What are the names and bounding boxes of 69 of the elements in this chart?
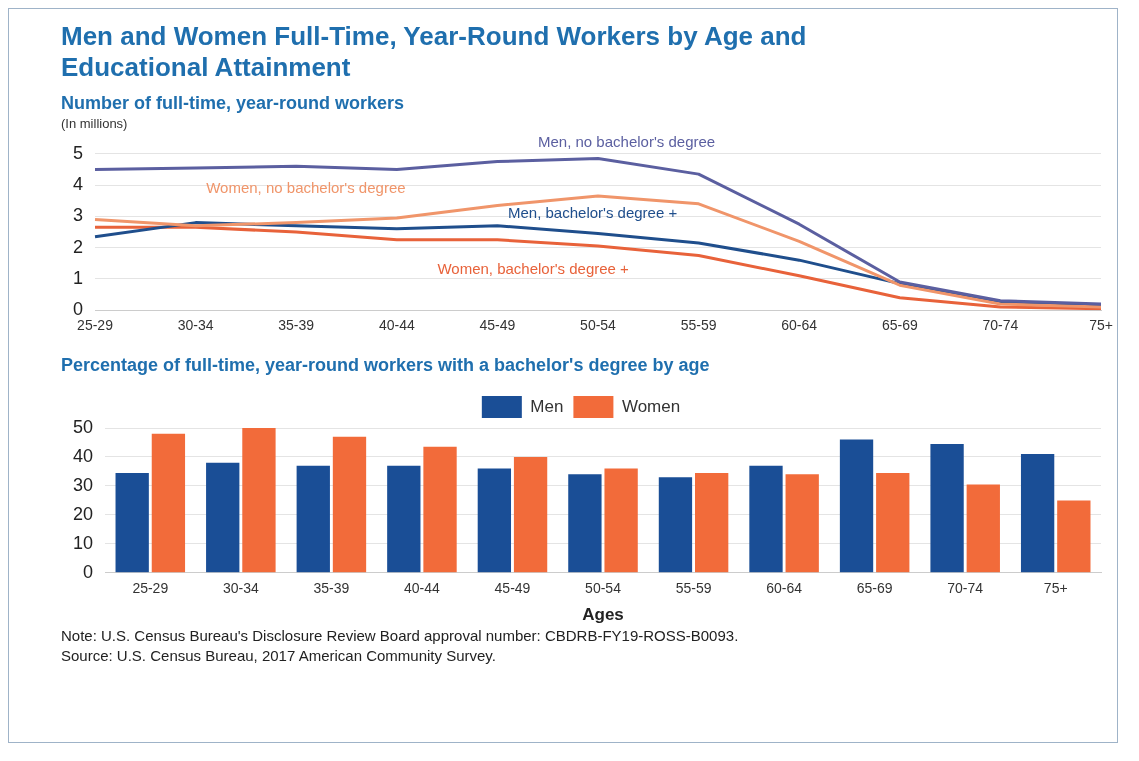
x-tick-label: 50-54 (580, 317, 617, 334)
legend-label: Men (530, 396, 564, 416)
y-tick-label: 50 (72, 416, 94, 437)
x-tick-label: 50-54 (585, 580, 622, 597)
series-label: Women, bachelor's degree + (437, 259, 630, 277)
bar (966, 484, 1000, 573)
bar (1057, 500, 1091, 573)
x-tick-label: 35-39 (313, 580, 350, 597)
x-tick-label: 35-39 (278, 317, 315, 334)
bar (296, 465, 330, 573)
chart-title: Percentage of full-time, year-round workers with a bachelor's degree by age (61, 355, 711, 376)
y-tick-label: 5 (73, 142, 84, 163)
bar (749, 465, 783, 573)
bar (695, 472, 729, 573)
bar (423, 446, 457, 573)
chart-title: Men and Women Full-Time, Year-Round Workers by Age and Educational Attainment (61, 21, 808, 83)
x-tick-label: 25-29 (132, 580, 169, 597)
y-tick-label: 40 (72, 445, 94, 466)
bar (876, 472, 910, 573)
y-tick-label: 1 (73, 267, 84, 288)
legend-label: Women (621, 396, 681, 416)
y-tick-label: 2 (73, 236, 84, 257)
y-tick-label: 0 (73, 299, 84, 320)
x-tick-label: 45-49 (479, 317, 516, 334)
text: Note: U.S. Census Bureau's Disclosure Review Board approval number: CBDRB-FY19-ROSS-B0093. (61, 626, 740, 646)
x-tick-label: 70-74 (947, 580, 984, 597)
x-tick-label: 75+ (1089, 317, 1113, 334)
y-tick-label: 10 (72, 532, 94, 553)
y-tick-label: 30 (72, 474, 94, 495)
bar (839, 439, 874, 573)
series-label: Men, no bachelor's degree (538, 132, 716, 150)
bar (151, 433, 186, 573)
bar (387, 465, 421, 573)
x-axis-title: Ages (582, 605, 624, 625)
x-tick-label: 40-44 (378, 317, 415, 334)
bar (115, 472, 149, 573)
bar (604, 468, 638, 573)
x-tick-label: 25-29 (77, 317, 114, 334)
x-tick-label: 65-69 (881, 317, 918, 334)
x-tick-label: 30-34 (222, 580, 259, 597)
x-tick-label: 75+ (1043, 580, 1068, 597)
bar (477, 468, 512, 573)
x-tick-label: 65-69 (856, 580, 893, 597)
x-tick-label: 55-59 (680, 317, 717, 334)
bar (206, 462, 240, 573)
x-tick-label: 40-44 (404, 580, 441, 597)
x-tick-label: 45-49 (494, 580, 531, 597)
bar (785, 474, 819, 573)
series-label: Women, no bachelor's degree (206, 178, 406, 196)
y-axis-title: (In millions) (61, 116, 129, 131)
source-note: Source: U.S. Census Bureau, 2017 American Community Survey. (61, 646, 497, 666)
bar (568, 474, 602, 573)
bar (930, 443, 964, 573)
x-tick-label: 55-59 (675, 580, 712, 597)
bar (1020, 454, 1055, 573)
y-tick-label: 3 (73, 205, 84, 226)
y-tick-label: 20 (72, 503, 94, 524)
y-tick-label: 0 (83, 561, 94, 582)
x-tick-label: 30-34 (177, 317, 214, 334)
y-tick-label: 4 (73, 174, 84, 195)
bar (332, 436, 367, 573)
bar (658, 477, 693, 573)
x-tick-label: 60-64 (781, 317, 818, 334)
bar (242, 428, 276, 573)
series-label: Men, bachelor's degree + (508, 203, 678, 221)
x-tick-label: 60-64 (766, 580, 803, 597)
bar (513, 456, 548, 573)
x-tick-label: 70-74 (982, 317, 1019, 334)
chart-subtitle: Number of full-time, year-round workers (61, 93, 406, 114)
